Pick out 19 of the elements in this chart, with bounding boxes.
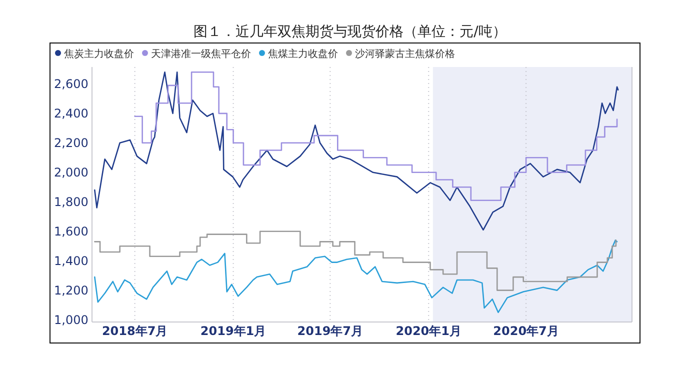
x-tick-label: 2019年7月 (297, 324, 364, 338)
y-tick-label: 2,600 (54, 76, 88, 91)
chart-title: 图１．近几年双焦期货与现货价格（单位：元/吨） (194, 24, 506, 40)
y-tick-label: 2,000 (54, 165, 88, 180)
y-tick-label: 1,800 (54, 194, 88, 209)
y-tick-label: 1,200 (54, 283, 88, 298)
x-tick-label: 2019年1月 (200, 324, 266, 338)
legend-label: 沙河驿蒙古主焦煤价格 (355, 48, 455, 60)
legend-label: 焦煤主力收盘价 (268, 48, 338, 60)
y-tick-label: 2,400 (54, 106, 88, 120)
x-tick-label: 2018年7月 (102, 324, 168, 338)
legend-label: 天津港准一级焦平仓价 (151, 48, 251, 60)
legend-label: 焦炭主力收盘价 (64, 48, 134, 60)
y-tick-label: 2,200 (54, 136, 88, 150)
y-tick-label: 1,400 (54, 254, 88, 268)
y-tick-label: 1,000 (54, 312, 88, 327)
x-tick-label: 2020年1月 (396, 324, 462, 338)
x-tick-label: 2020年7月 (493, 324, 559, 338)
y-tick-label: 1,600 (54, 224, 88, 238)
